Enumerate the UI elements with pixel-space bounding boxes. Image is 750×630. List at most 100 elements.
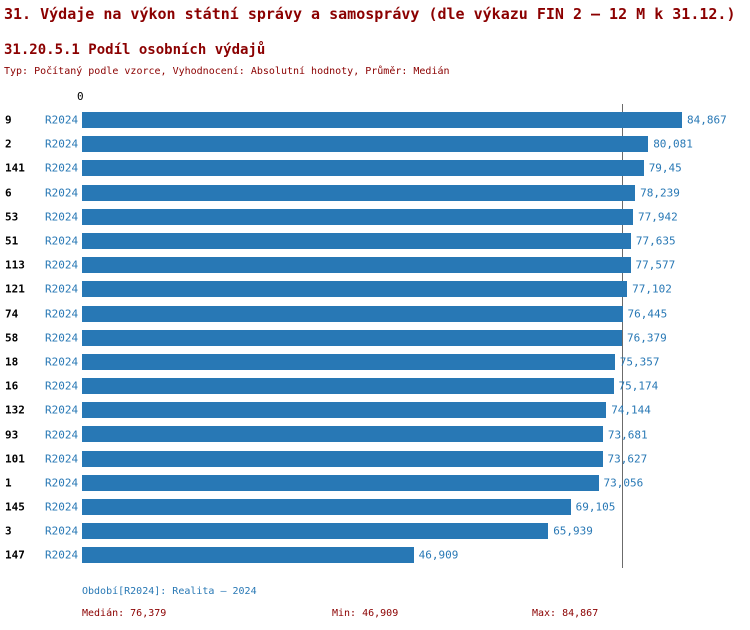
footer-min-label: Min: 46,909 <box>332 608 399 619</box>
row-code-label: 58 <box>5 331 19 345</box>
row-period-label: R2024 <box>45 428 79 442</box>
chart-row: 3 R2024 65,939 <box>0 519 750 543</box>
chart-row: 93 R2024 73,681 <box>0 422 750 446</box>
row-code-label: 2 <box>5 137 12 151</box>
footer-median-label: Medián: 76,379 <box>82 608 167 619</box>
chart-rows: 9 R2024 84,867 2 R2024 80,081 141 R2024 … <box>0 108 750 568</box>
median-line <box>622 104 623 568</box>
row-period-label: R2024 <box>45 548 79 562</box>
row-bar <box>82 426 603 443</box>
row-bar <box>82 402 607 419</box>
page-title: 31. Výdaje na výkon státní správy a samo… <box>4 5 736 23</box>
footer-period-line: Období[R2024]: Realita – 2024 <box>82 586 257 597</box>
row-period-label: R2024 <box>45 137 79 151</box>
chart-row: 18 R2024 75,357 <box>0 350 750 374</box>
row-period-label: R2024 <box>45 210 79 224</box>
row-period-label: R2024 <box>45 186 79 200</box>
chart-row: 113 R2024 77,577 <box>0 253 750 277</box>
row-code-label: 6 <box>5 186 12 200</box>
chart-row: 74 R2024 76,445 <box>0 302 750 326</box>
row-bar <box>82 450 603 467</box>
chart-row: 2 R2024 80,081 <box>0 132 750 156</box>
row-code-label: 74 <box>5 307 19 321</box>
row-code-label: 9 <box>5 113 12 127</box>
type-line: Typ: Počítaný podle vzorce, Vyhodnocení:… <box>4 66 450 77</box>
row-value-label: 76,379 <box>627 331 667 345</box>
row-period-label: R2024 <box>45 258 79 272</box>
row-period-label: R2024 <box>45 307 79 321</box>
chart-row: 51 R2024 77,635 <box>0 229 750 253</box>
bar-chart: 0 9 R2024 84,867 2 R2024 80,081 141 R202… <box>0 88 750 572</box>
row-period-label: R2024 <box>45 500 79 514</box>
row-bar <box>82 257 631 274</box>
footer-max-label: Max: 84,867 <box>532 608 599 619</box>
row-bar <box>82 378 614 395</box>
row-bar <box>82 208 633 225</box>
row-bar <box>82 232 631 249</box>
row-period-label: R2024 <box>45 452 79 466</box>
row-value-label: 69,105 <box>575 500 616 514</box>
row-code-label: 147 <box>5 548 25 562</box>
row-value-label: 77,635 <box>635 234 676 248</box>
row-bar <box>82 160 644 177</box>
chart-row: 141 R2024 79,45 <box>0 156 750 180</box>
row-bar <box>82 353 615 370</box>
row-code-label: 18 <box>5 355 19 369</box>
row-value-label: 80,081 <box>653 137 693 151</box>
row-code-label: 3 <box>5 524 12 538</box>
row-period-label: R2024 <box>45 379 79 393</box>
row-value-label: 74,144 <box>611 403 651 417</box>
row-value-label: 73,681 <box>607 428 648 442</box>
row-period-label: R2024 <box>45 403 79 417</box>
row-value-label: 75,174 <box>618 379 659 393</box>
row-period-label: R2024 <box>45 331 79 345</box>
row-value-label: 78,239 <box>640 186 680 200</box>
row-period-label: R2024 <box>45 476 79 490</box>
row-bar <box>82 547 414 564</box>
row-value-label: 46,909 <box>418 548 459 562</box>
chart-row: 16 R2024 75,174 <box>0 374 750 398</box>
row-code-label: 53 <box>5 210 19 224</box>
row-bar <box>82 329 622 346</box>
section-title: 31.20.5.1 Podíl osobních výdajů <box>4 42 266 58</box>
chart-row: 132 R2024 74,144 <box>0 398 750 422</box>
row-bar <box>82 136 649 153</box>
row-period-label: R2024 <box>45 234 79 248</box>
chart-row: 58 R2024 76,379 <box>0 326 750 350</box>
row-bar <box>82 499 571 515</box>
row-code-label: 141 <box>5 161 25 175</box>
row-period-label: R2024 <box>45 524 79 538</box>
chart-row: 147 R2024 46,909 <box>0 543 750 567</box>
row-period-label: R2024 <box>45 113 79 127</box>
row-code-label: 16 <box>5 379 19 393</box>
row-value-label: 77,577 <box>635 258 676 272</box>
row-bar <box>82 305 623 322</box>
row-code-label: 113 <box>5 258 25 272</box>
row-code-label: 121 <box>5 282 25 296</box>
chart-row: 6 R2024 78,239 <box>0 181 750 205</box>
axis-zero-label: 0 <box>77 90 84 103</box>
row-code-label: 51 <box>5 234 19 248</box>
row-code-label: 93 <box>5 428 19 442</box>
row-value-label: 77,942 <box>638 210 678 224</box>
row-value-label: 84,867 <box>687 113 727 127</box>
row-value-label: 73,056 <box>603 476 644 490</box>
row-code-label: 145 <box>5 500 25 514</box>
row-period-label: R2024 <box>45 355 79 369</box>
row-value-label: 76,445 <box>627 307 668 321</box>
row-period-label: R2024 <box>45 282 79 296</box>
row-period-label: R2024 <box>45 161 79 175</box>
chart-row: 101 R2024 73,627 <box>0 447 750 471</box>
row-value-label: 75,357 <box>619 355 660 369</box>
row-bar <box>82 112 682 128</box>
row-code-label: 132 <box>5 403 25 417</box>
row-bar <box>82 281 628 298</box>
chart-row: 121 R2024 77,102 <box>0 277 750 301</box>
row-value-label: 79,45 <box>648 161 682 175</box>
chart-row: 1 R2024 73,056 <box>0 471 750 495</box>
row-code-label: 101 <box>5 452 25 466</box>
chart-row: 53 R2024 77,942 <box>0 205 750 229</box>
row-bar <box>82 523 549 540</box>
row-bar <box>82 184 636 201</box>
row-code-label: 1 <box>5 476 12 490</box>
